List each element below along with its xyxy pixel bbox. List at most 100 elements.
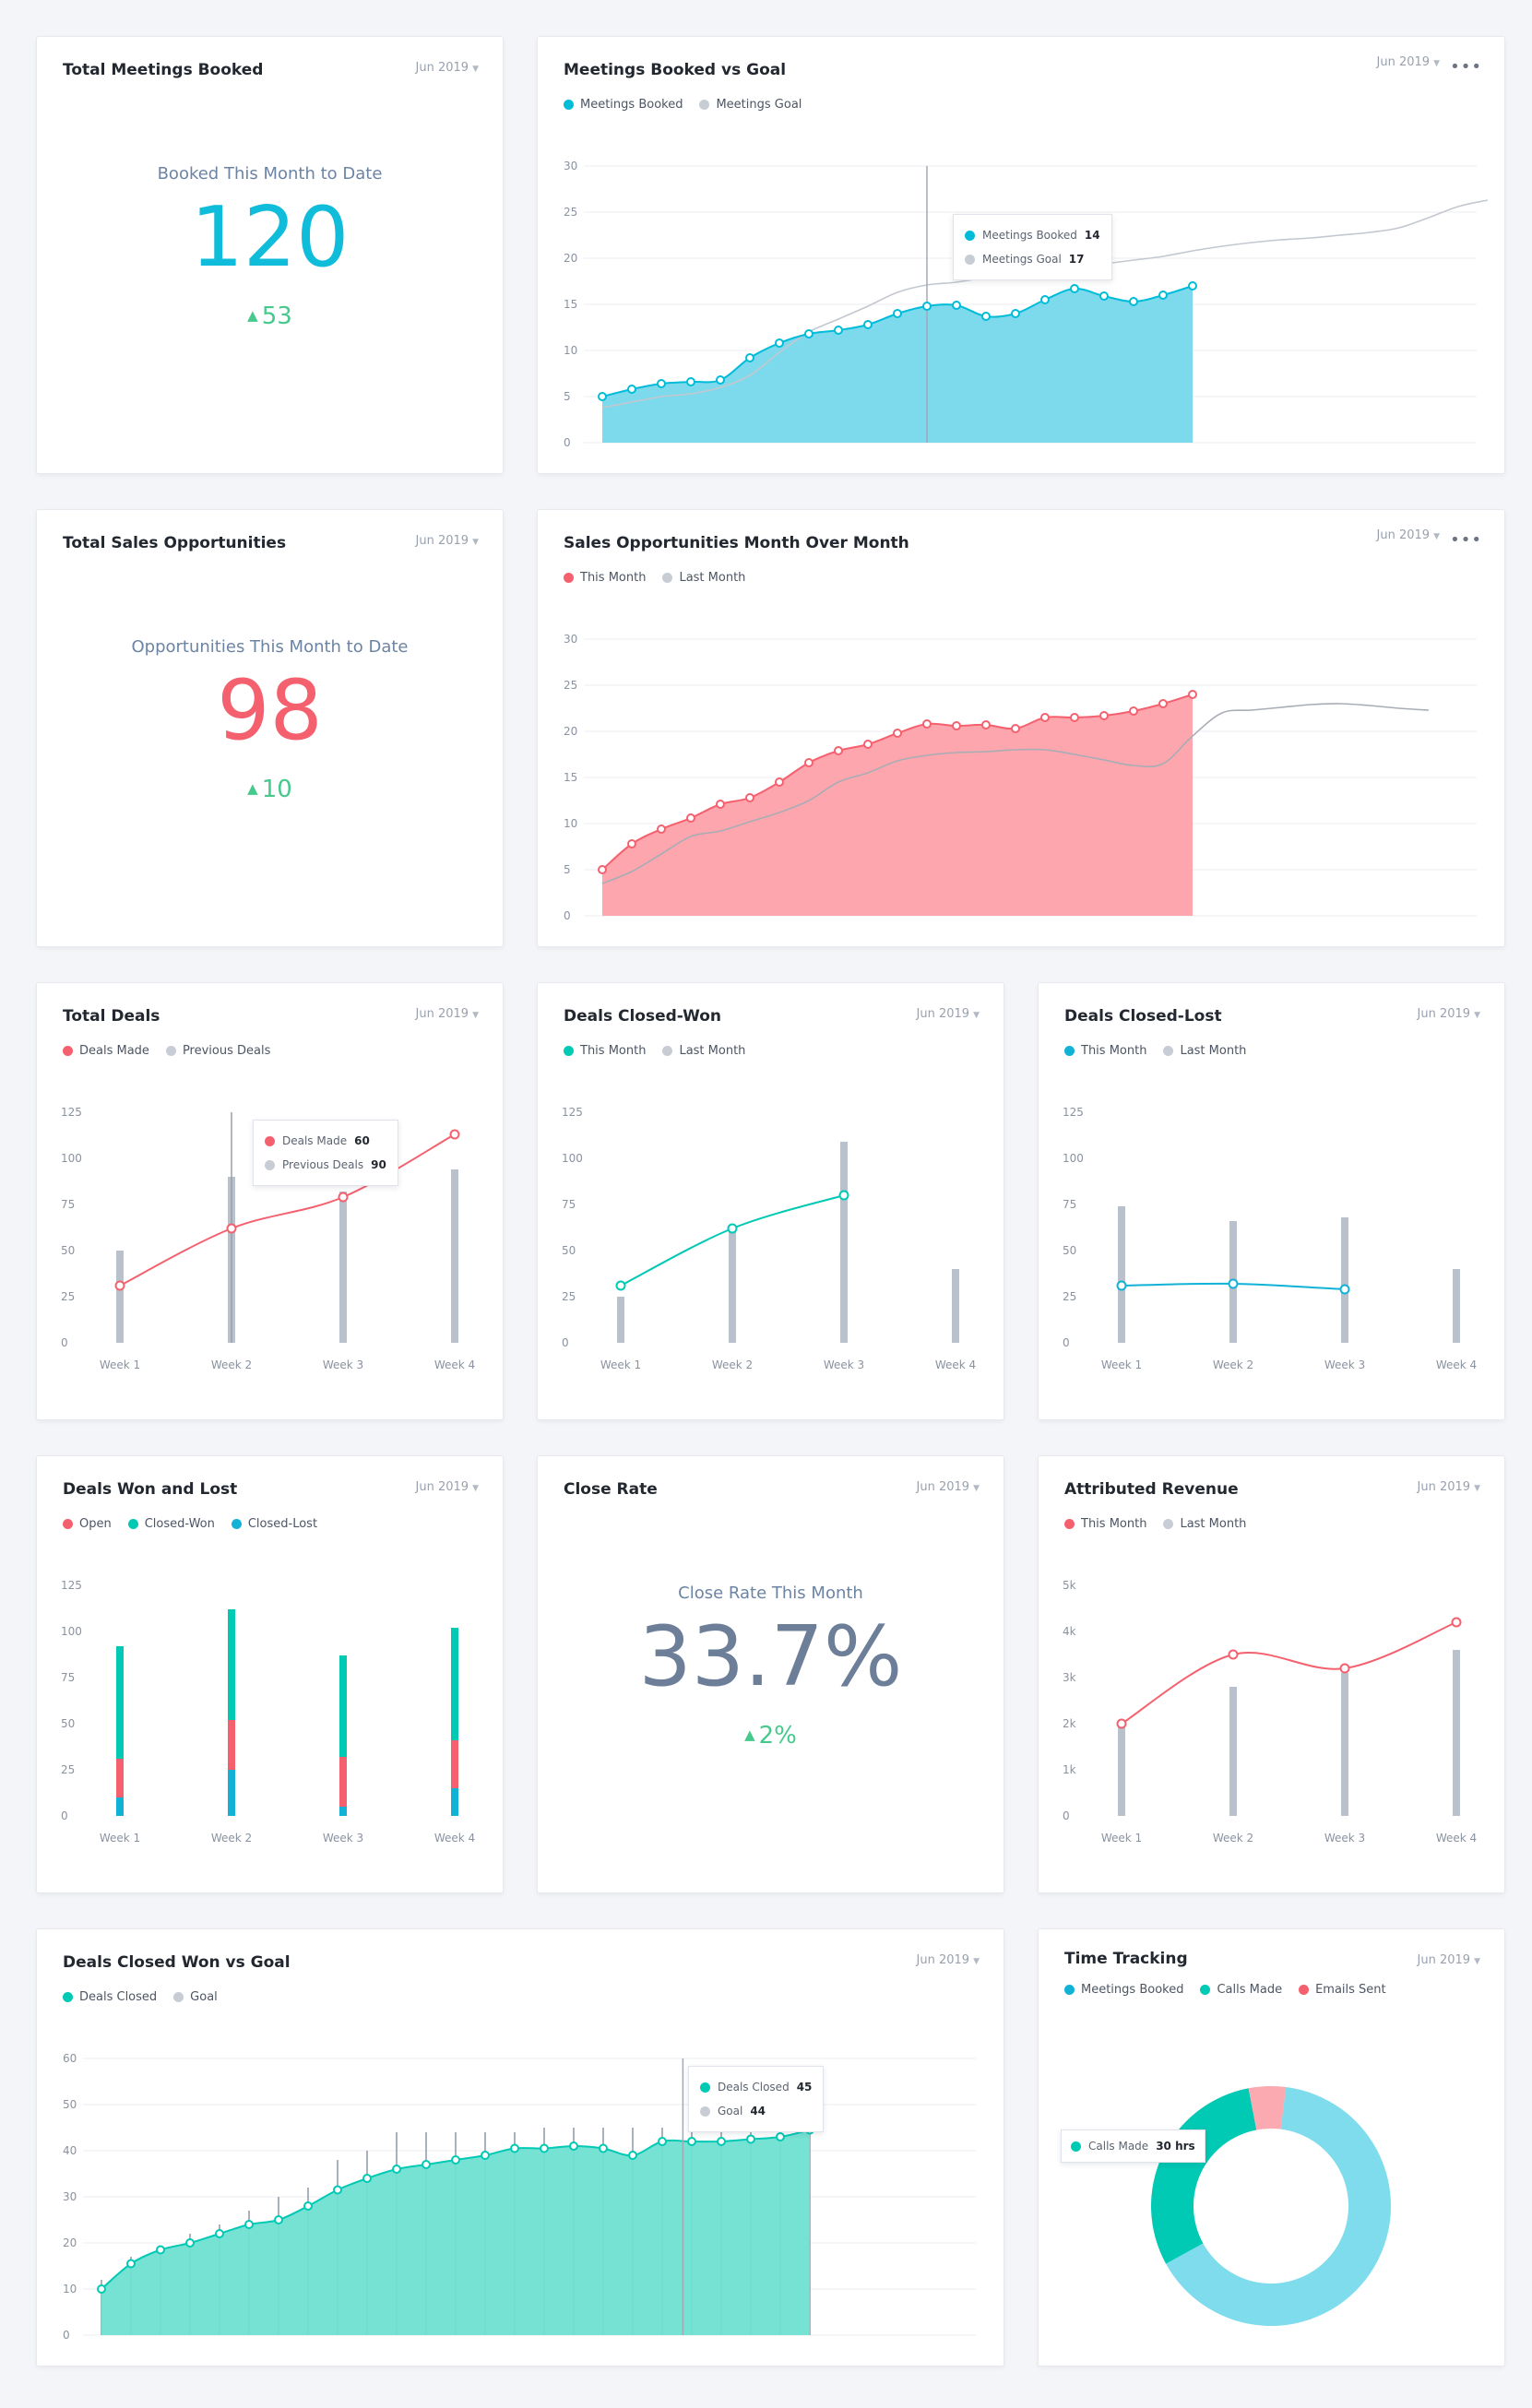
y-tick-label: 125 <box>61 1106 82 1119</box>
legend-item[interactable]: Meetings Booked <box>1064 1983 1183 1997</box>
card-time-tracking: Time Tracking Jun 2019 ▼ Meetings Booked … <box>1039 1929 1504 2366</box>
legend-item[interactable]: Emails Sent <box>1299 1983 1386 1997</box>
donut-slice <box>1151 2088 1257 2264</box>
date-dropdown[interactable]: Jun 2019 ▼ <box>1417 1953 1480 1967</box>
date-dropdown[interactable]: Jun 2019 ▼ <box>1417 1480 1480 1494</box>
data-point <box>1129 297 1138 306</box>
y-tick-label: 75 <box>61 1671 75 1684</box>
stacked-bar-segment <box>339 1807 347 1816</box>
data-point <box>776 2132 785 2141</box>
date-dropdown[interactable]: Jun 2019 ▼ <box>1417 1007 1480 1021</box>
date-dropdown[interactable]: Jun 2019 ▼ <box>916 1953 980 1967</box>
stacked-bar-segment <box>451 1628 458 1740</box>
bar <box>1118 1724 1125 1816</box>
y-tick-label: 100 <box>562 1152 583 1165</box>
legend-item[interactable]: Meetings Booked <box>564 98 683 112</box>
data-point <box>114 1280 125 1291</box>
data-point <box>392 2165 401 2174</box>
legend-item[interactable]: Closed-Lost <box>231 1517 317 1531</box>
legend-dot <box>564 1046 574 1056</box>
data-point <box>449 1129 460 1140</box>
date-dropdown[interactable]: Jun 2019 ▼ <box>1376 528 1440 542</box>
card-closed-won-goal: Deals Closed Won vs Goal Jun 2019 ▼ Deals… <box>37 1929 1004 2366</box>
legend-item[interactable]: Last Month <box>1163 1517 1246 1531</box>
x-tick-label: Week 2 <box>712 1358 753 1371</box>
y-tick-label: 50 <box>562 1244 576 1257</box>
legend-item[interactable]: Last Month <box>662 1044 745 1058</box>
data-point <box>1129 706 1138 716</box>
legend-item[interactable]: Open <box>63 1517 112 1531</box>
data-point <box>863 320 873 329</box>
card-title: Deals Closed-Lost <box>1064 1007 1222 1026</box>
legend-item[interactable]: Deals Closed <box>63 1990 157 2004</box>
date-dropdown[interactable]: Jun 2019 ▼ <box>415 61 479 75</box>
chart-tooltip: Deals Closed 45 Goal 44 <box>688 2066 825 2132</box>
date-dropdown[interactable]: Jun 2019 ▼ <box>415 1480 479 1494</box>
legend: Meetings Booked Meetings Goal <box>564 98 802 112</box>
data-point <box>598 392 607 401</box>
date-dropdown[interactable]: Jun 2019 ▼ <box>916 1007 980 1021</box>
y-tick-label: 125 <box>562 1106 583 1119</box>
legend-item[interactable]: Goal <box>173 1990 218 2004</box>
legend-item[interactable]: This Month <box>564 571 646 585</box>
legend-item[interactable]: Previous Deals <box>165 1044 270 1058</box>
date-dropdown[interactable]: Jun 2019 ▼ <box>916 1480 980 1494</box>
data-point <box>215 2229 224 2238</box>
legend-item[interactable]: This Month <box>564 1044 646 1058</box>
data-point <box>746 2134 755 2144</box>
data-point <box>1040 713 1050 722</box>
date-dropdown[interactable]: Jun 2019 ▼ <box>415 534 479 548</box>
legend-item[interactable]: Meetings Goal <box>699 98 802 112</box>
more-options-icon[interactable]: ••• <box>1450 530 1482 550</box>
card-won-lost: Deals Won and Lost Jun 2019 ▼ Open Closed… <box>37 1456 503 1892</box>
data-point <box>1339 1284 1350 1295</box>
data-point <box>834 326 843 335</box>
data-point <box>451 2155 460 2165</box>
legend-dot <box>700 2106 710 2117</box>
x-tick-label: Week 2 <box>1213 1832 1253 1845</box>
data-point <box>952 721 961 730</box>
chart-tooltip: Deals Made 60 Previous Deals 90 <box>253 1120 398 1186</box>
date-dropdown[interactable]: Jun 2019 ▼ <box>415 1007 479 1021</box>
data-point <box>627 839 636 848</box>
card-title: Deals Won and Lost <box>63 1480 238 1499</box>
chevron-down-icon: ▼ <box>472 65 479 74</box>
y-tick-label: 50 <box>61 1717 75 1730</box>
data-point <box>804 758 814 767</box>
data-point <box>838 1190 849 1201</box>
bar <box>1341 1673 1348 1816</box>
x-tick-label: Week 3 <box>824 1358 864 1371</box>
data-point <box>981 312 991 321</box>
data-point <box>658 2137 667 2146</box>
card-title: Total Deals <box>63 1007 160 1026</box>
arrow-up-icon: ▲ <box>247 307 258 324</box>
card-close-rate: Close Rate Jun 2019 ▼ Close Rate This Mon… <box>538 1456 1004 1892</box>
chevron-down-icon: ▼ <box>1433 59 1440 68</box>
bar <box>1229 1687 1237 1816</box>
chevron-down-icon: ▼ <box>472 1484 479 1493</box>
legend-item[interactable]: Calls Made <box>1200 1983 1282 1997</box>
chevron-down-icon: ▼ <box>1474 1957 1480 1966</box>
kpi-change: ▲ 53 <box>247 302 292 330</box>
x-tick-label: Week 2 <box>211 1832 252 1845</box>
legend-item[interactable]: Closed-Won <box>127 1517 215 1531</box>
chevron-down-icon: ▼ <box>973 1957 980 1966</box>
legend-item[interactable]: This Month <box>1064 1517 1146 1531</box>
bar <box>952 1269 959 1343</box>
chevron-down-icon: ▼ <box>472 1011 479 1020</box>
data-point <box>569 2141 578 2151</box>
y-tick-label: 10 <box>63 2283 77 2295</box>
date-dropdown[interactable]: Jun 2019 ▼ <box>1376 55 1440 69</box>
legend-item[interactable]: Deals Made <box>63 1044 149 1058</box>
y-tick-label: 50 <box>1063 1244 1076 1257</box>
donut-slice <box>1248 2086 1287 2130</box>
y-tick-label: 0 <box>61 1336 68 1349</box>
more-options-icon[interactable]: ••• <box>1450 57 1482 77</box>
legend-dot <box>1064 1519 1075 1529</box>
chevron-down-icon: ▼ <box>1474 1484 1480 1493</box>
series-line-secondary <box>601 703 1430 884</box>
legend-item[interactable]: Last Month <box>662 571 745 585</box>
legend-item[interactable]: Last Month <box>1163 1044 1246 1058</box>
legend-item[interactable]: This Month <box>1064 1044 1146 1058</box>
legend-dot <box>965 254 975 265</box>
